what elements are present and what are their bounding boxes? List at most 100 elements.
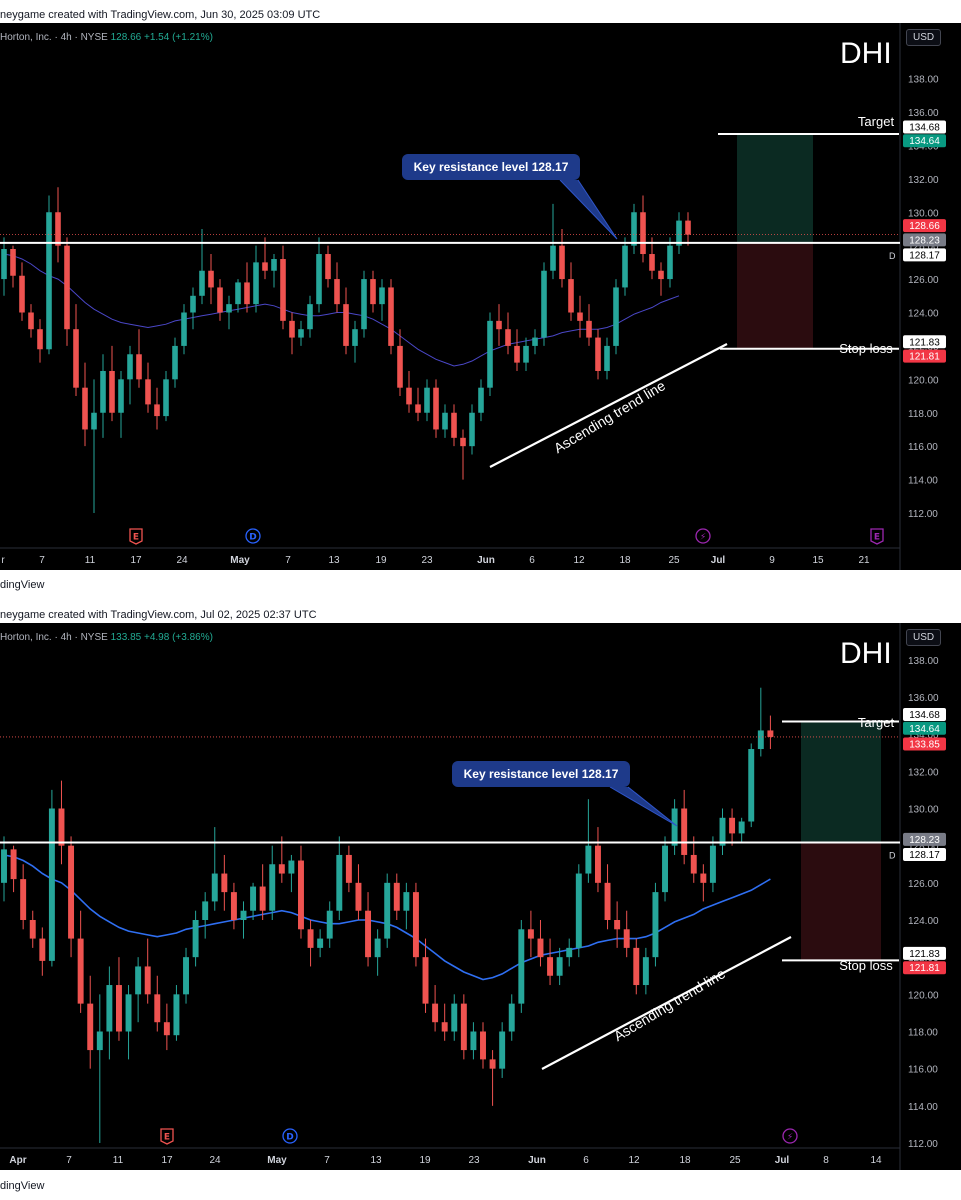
candle-body — [10, 249, 16, 276]
candle-body — [547, 957, 554, 976]
candle-body — [144, 966, 151, 995]
x-tick-label: 13 — [370, 1155, 382, 1166]
price-label: 134.64 — [909, 136, 940, 147]
candle-body — [288, 860, 295, 874]
candle-body — [317, 938, 324, 948]
chart-1-change: +1.54 (+1.21%) — [143, 32, 213, 43]
stop-loss-label: Stop loss — [839, 958, 893, 973]
candle-body — [289, 320, 295, 338]
candle-body — [46, 212, 52, 350]
candle-body — [136, 354, 142, 380]
x-tick-label: Jul — [775, 1155, 790, 1166]
candle-body — [230, 892, 237, 920]
candle-body — [631, 212, 637, 246]
ascending-trend-line — [541, 936, 792, 1070]
candle-body — [64, 245, 70, 330]
candle-body — [757, 730, 764, 750]
x-tick-label: Jun — [528, 1155, 546, 1166]
candle-body — [226, 304, 232, 313]
dividend-marker-icon — [245, 528, 261, 544]
candle-body — [642, 957, 649, 986]
chart-1-currency-button[interactable]: USD — [906, 29, 942, 46]
chart-2-panel[interactable]: 112.00114.00116.00118.00120.00122.00124.… — [0, 623, 961, 1170]
chart-1-svg[interactable]: 112.00114.00116.00118.00120.00122.00124.… — [0, 23, 961, 570]
candle-body — [192, 920, 199, 958]
chart-1-price: 128.66 — [110, 32, 142, 43]
daily-marker-label: D — [889, 251, 896, 261]
candle-body — [719, 817, 726, 846]
x-tick-label: 12 — [628, 1155, 640, 1166]
candle-body — [115, 985, 122, 1032]
candle-body — [190, 295, 196, 313]
price-axis — [900, 623, 961, 1170]
candle-body — [586, 320, 592, 338]
chart-2-currency-button[interactable]: USD — [906, 629, 942, 646]
chart-2-symbol: Horton, Inc. · 4h · NYSE — [0, 632, 108, 643]
candle-body — [518, 929, 525, 1004]
split-marker-icon — [695, 528, 711, 544]
candle-body — [183, 957, 189, 995]
y-tick-label: 120.00 — [908, 990, 939, 1001]
candle-body — [298, 329, 304, 338]
chart-1-symbol: Horton, Inc. · 4h · NYSE — [0, 32, 108, 43]
candle-body — [442, 412, 448, 430]
trend-line-label: Ascending trend line — [611, 965, 728, 1044]
candle-body — [109, 370, 115, 413]
candle-body — [384, 882, 391, 939]
candle-body — [406, 387, 412, 405]
candle-body — [269, 864, 276, 911]
price-label: 121.81 — [909, 963, 940, 974]
x-tick-label: 13 — [328, 555, 340, 566]
candle-body — [767, 730, 774, 737]
candle-body — [240, 910, 247, 920]
x-tick-label: 8 — [823, 1155, 829, 1166]
y-tick-label: 130.00 — [908, 805, 939, 816]
candle-body — [550, 245, 556, 271]
price-label-box — [903, 848, 946, 862]
candle-body — [19, 275, 25, 313]
candle-body — [667, 245, 673, 280]
chart-2-svg[interactable]: 112.00114.00116.00118.00120.00122.00124.… — [0, 623, 961, 1170]
dividend-marker-icon — [282, 1128, 298, 1144]
y-tick-label: 112.00 — [908, 1139, 938, 1150]
target-zone — [737, 134, 813, 243]
y-tick-label: 132.00 — [908, 175, 939, 186]
candle-body — [469, 412, 475, 447]
y-tick-label: 124.00 — [908, 309, 939, 320]
candle-body — [527, 929, 534, 939]
candle-body — [633, 947, 640, 986]
candle-body — [208, 270, 214, 288]
candle-body — [118, 379, 124, 413]
candle-body — [68, 845, 75, 939]
split-marker-glyph: ⚡ — [700, 533, 706, 543]
x-tick-label: 24 — [209, 1155, 221, 1166]
candle-body — [671, 808, 678, 846]
candle-body — [365, 910, 372, 958]
candle-body — [393, 882, 400, 911]
candle-body — [640, 212, 646, 255]
candle-body — [613, 287, 619, 346]
candle-body — [480, 1031, 486, 1060]
chart-2-ticker: DHI — [840, 637, 892, 670]
candle-body — [336, 854, 343, 911]
chart-1-panel[interactable]: 112.00114.00116.00118.00120.00122.00124.… — [0, 23, 961, 570]
y-tick-label: 126.00 — [908, 275, 939, 286]
candle-body — [505, 329, 511, 346]
y-tick-label: 136.00 — [908, 108, 939, 119]
candle-body — [614, 920, 621, 930]
candle-body — [217, 287, 223, 313]
candle-body — [262, 262, 268, 271]
candle-body — [556, 957, 563, 976]
moving-average-line — [3, 253, 680, 367]
candle-body — [307, 304, 313, 330]
candle-body — [278, 864, 285, 874]
candle-body — [259, 886, 266, 911]
chart-2-price: 133.85 — [110, 632, 142, 643]
price-label-box — [903, 946, 946, 960]
callout-box — [402, 154, 580, 180]
chart-1-footer: dingView — [0, 579, 45, 591]
y-tick-label: 126.00 — [908, 879, 939, 890]
price-label-box — [903, 120, 946, 134]
y-tick-label: 138.00 — [908, 656, 939, 667]
candle-body — [441, 1022, 448, 1032]
